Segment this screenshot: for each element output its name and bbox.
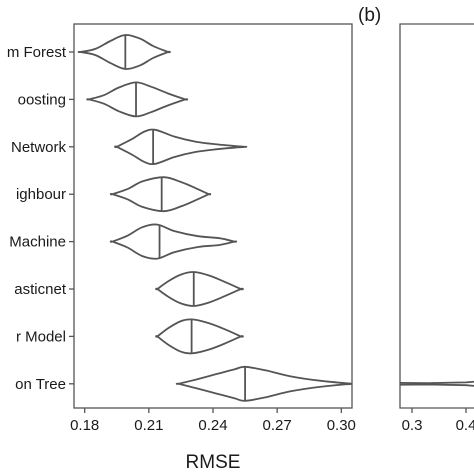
y-tick-label-8: on Tree [15, 376, 66, 393]
panel-b-violin-1 [400, 380, 474, 387]
y-tick-label-4: ighbour [16, 186, 66, 203]
panel-b-tag: (b) [358, 5, 381, 26]
violin-7 [155, 318, 244, 355]
y-tick-label-6: asticnet [14, 281, 67, 298]
panel-b-frame [399, 23, 474, 409]
y-tick-label-7: r Model [16, 328, 66, 345]
violin-6 [155, 271, 244, 307]
x-tick-label-2: 0.21 [134, 417, 163, 434]
violin-2 [86, 81, 189, 118]
x-axis-title: RMSE [186, 452, 241, 473]
x-tick-label-3: 0.24 [198, 417, 227, 434]
y-tick-label-2: oosting [18, 91, 66, 108]
x-tick-label-1: 0.18 [70, 417, 99, 434]
violin-3 [114, 128, 248, 166]
x-tick-label-5: 0.30 [327, 417, 356, 434]
violin-1 [77, 34, 171, 70]
panel-b-x-tick-label-2: 0.4 [456, 417, 474, 434]
x-tick-label-4: 0.27 [263, 417, 292, 434]
violin-4 [109, 176, 212, 213]
y-tick-label-5: Machine [9, 234, 66, 251]
panel-b-x-tick-label-1: 0.3 [402, 417, 423, 434]
y-tick-label-1: m Forest [7, 44, 67, 61]
violin-8 [175, 365, 352, 402]
y-tick-label-3: Network [11, 139, 67, 156]
violin-5 [109, 223, 238, 260]
